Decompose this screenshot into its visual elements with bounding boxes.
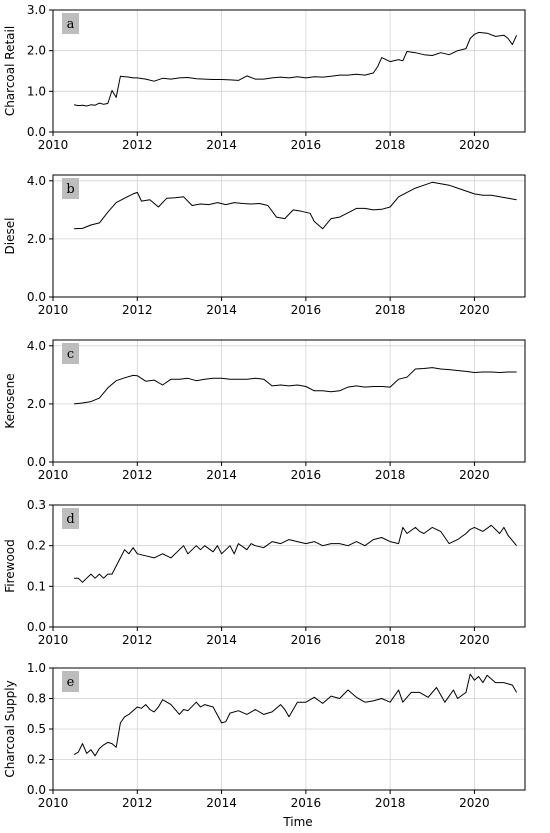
panel-a-x-tick-label: 2018	[375, 138, 406, 152]
panel-b-letter: b	[66, 182, 74, 197]
panel-b-x-tick-label: 2016	[291, 303, 322, 317]
panel-d-y-tick-label: 0.2	[27, 539, 46, 553]
x-axis-title: Time	[282, 815, 312, 829]
panel-a-x-tick-label: 2014	[206, 138, 237, 152]
panel-b-y-axis-title: Diesel	[3, 218, 17, 255]
panel-a-x-tick-label: 2012	[122, 138, 153, 152]
panel-d-y-axis-title: Firewood	[3, 539, 17, 593]
panel-a-y-tick-label: 2.0	[27, 44, 46, 58]
panel-e-y-tick-label: 0.5	[27, 722, 46, 736]
panel-a-letter: a	[67, 17, 75, 32]
panel-e-x-tick-label: 2012	[122, 796, 153, 810]
panel-a-x-tick-label: 2010	[38, 138, 69, 152]
panel-e-x-tick-label: 2016	[291, 796, 322, 810]
panel-c-y-tick-label: 0.0	[27, 455, 46, 469]
panel-c-y-axis-title: Kerosene	[3, 373, 17, 428]
panel-d-x-tick-label: 2018	[375, 633, 406, 647]
panel-a-y-tick-label: 3.0	[27, 3, 46, 17]
panel-c-x-tick-label: 2018	[375, 468, 406, 482]
panel-d-x-tick-label: 2020	[459, 633, 490, 647]
panel-c-letter-tag	[62, 343, 79, 364]
panel-e-x-tick-label: 2014	[206, 796, 237, 810]
panel-a-y-axis-title: Charcoal Retail	[3, 26, 17, 116]
panel-c-series-line	[74, 367, 517, 405]
panel-c-x-tick-label: 2014	[206, 468, 237, 482]
panel-b-plot-frame	[52, 174, 526, 298]
panel-b-series-line	[74, 181, 517, 230]
panel-d-x-tick-label: 2016	[291, 633, 322, 647]
panel-b-y-tick-label: 0.0	[27, 290, 46, 304]
panel-e-letter-tag	[62, 671, 79, 692]
panel-e-y-tick-label: 0.8	[27, 692, 46, 706]
panel-a-letter-tag	[62, 13, 79, 34]
panel-a-series-line	[74, 31, 518, 107]
panel-b-x-tick-label: 2012	[122, 303, 153, 317]
panel-e-letter: e	[67, 675, 75, 690]
panel-c-x-tick-label: 2020	[459, 468, 490, 482]
panel-c-y-tick-label: 4.0	[27, 339, 46, 353]
panel-b-letter-tag	[62, 178, 79, 199]
panel-b-y-tick-label: 4.0	[27, 174, 46, 188]
panel-b-y-tick-label: 2.0	[27, 232, 46, 246]
panel-a-x-tick-label: 2016	[291, 138, 322, 152]
panel-e-y-tick-label: 0.0	[27, 783, 46, 797]
panel-e-y-tick-label: 0.2	[27, 753, 46, 767]
panel-d-x-tick-label: 2010	[38, 633, 69, 647]
panel-e-y-axis-title: Charcoal Supply	[3, 680, 17, 777]
panel-b-x-tick-label: 2010	[38, 303, 69, 317]
panel-c-y-tick-label: 2.0	[27, 397, 46, 411]
panel-d-x-tick-label: 2014	[206, 633, 237, 647]
panel-c-plot-frame	[52, 339, 526, 463]
panel-a-x-tick-label: 2020	[459, 138, 490, 152]
panel-e-y-tick-label: 1.0	[27, 661, 46, 675]
panel-d-letter-tag	[62, 508, 79, 529]
panel-c-x-tick-label: 2012	[122, 468, 153, 482]
panel-d-x-tick-label: 2012	[122, 633, 153, 647]
panel-c-x-tick-label: 2016	[291, 468, 322, 482]
panel-d-y-tick-label: 0.1	[27, 579, 46, 593]
panel-d-y-tick-label: 0.0	[27, 620, 46, 634]
panel-d-y-tick-label: 0.3	[27, 498, 46, 512]
panel-d-letter: d	[66, 512, 74, 527]
panel-e-x-tick-label: 2020	[459, 796, 490, 810]
panel-c-letter: c	[67, 347, 74, 362]
panel-b-x-tick-label: 2014	[206, 303, 237, 317]
panel-d-plot-frame	[52, 504, 526, 628]
panel-b-x-tick-label: 2018	[375, 303, 406, 317]
panel-c-x-tick-label: 2010	[38, 468, 69, 482]
panel-a-y-tick-label: 1.0	[27, 84, 46, 98]
panel-a-y-tick-label: 0.0	[27, 125, 46, 139]
panel-d-series-line	[74, 524, 517, 583]
panel-a-plot-frame	[52, 9, 526, 133]
panel-e-x-tick-label: 2010	[38, 796, 69, 810]
panel-e-x-tick-label: 2018	[375, 796, 406, 810]
panel-e-series-line	[73, 673, 518, 757]
panel-b-x-tick-label: 2020	[459, 303, 490, 317]
